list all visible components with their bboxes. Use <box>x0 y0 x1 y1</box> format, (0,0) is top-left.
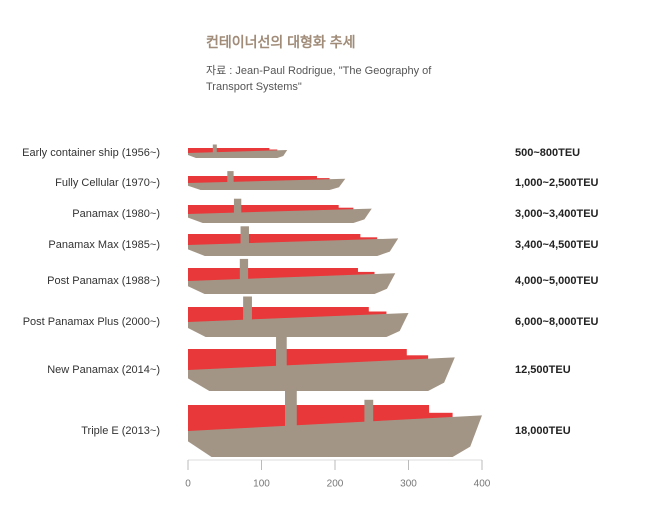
x-tick-label: 100 <box>253 479 270 490</box>
bridge <box>276 334 287 370</box>
x-tick-label: 300 <box>400 479 417 490</box>
ship <box>188 226 399 256</box>
ship <box>188 334 455 391</box>
ship-type-label: Panamax (1980~) <box>72 208 160 220</box>
x-tick-label: 200 <box>327 479 344 490</box>
capacity-label: 3,400~4,500TEU <box>515 239 599 251</box>
ship-type-label: Fully Cellular (1970~) <box>55 177 160 189</box>
ship-type-label: New Panamax (2014~) <box>47 364 160 376</box>
bridge <box>364 399 374 431</box>
x-tick-label: 400 <box>474 479 491 490</box>
ship <box>188 386 482 457</box>
x-tick-label: 0 <box>185 479 191 490</box>
ship <box>188 258 396 294</box>
capacity-label: 18,000TEU <box>515 425 571 437</box>
bridge <box>243 296 252 322</box>
ship <box>188 296 409 337</box>
source-note: 자료 : Jean-Paul Rodrigue, "The Geography … <box>206 65 432 93</box>
bridge <box>233 198 242 214</box>
ship-type-label: Triple E (2013~) <box>81 425 160 437</box>
capacity-label: 500~800TEU <box>515 147 580 159</box>
chart-title: 컨테이너선의 대형화 추세 <box>206 34 356 50</box>
hull <box>188 357 455 391</box>
bridge <box>239 258 249 281</box>
bridge <box>212 144 217 153</box>
hull <box>188 313 409 337</box>
ship-type-label: Post Panamax (1988~) <box>47 275 160 287</box>
cargo <box>188 234 361 245</box>
hull <box>188 238 399 256</box>
cargo <box>188 148 270 153</box>
ship <box>188 144 288 158</box>
hull <box>188 178 346 190</box>
hull <box>188 273 396 294</box>
cargo <box>188 176 317 183</box>
ship-type-label: Early container ship (1956~) <box>22 147 160 159</box>
capacity-label: 6,000~8,000TEU <box>515 316 599 328</box>
capacity-label: 4,000~5,000TEU <box>515 275 599 287</box>
ship <box>188 171 346 190</box>
capacity-label: 3,000~3,400TEU <box>515 208 599 220</box>
ship-type-label: Post Panamax Plus (2000~) <box>23 316 160 328</box>
hull <box>188 208 372 223</box>
bridge <box>240 226 249 245</box>
cargo <box>188 205 339 214</box>
capacity-label: 1,000~2,500TEU <box>515 177 599 189</box>
hull <box>188 415 482 457</box>
ship-type-label: Panamax Max (1985~) <box>48 239 160 251</box>
bridge <box>285 386 297 431</box>
hull <box>188 150 288 158</box>
ship <box>188 198 372 223</box>
capacity-label: 12,500TEU <box>515 364 571 376</box>
bridge <box>227 171 234 183</box>
